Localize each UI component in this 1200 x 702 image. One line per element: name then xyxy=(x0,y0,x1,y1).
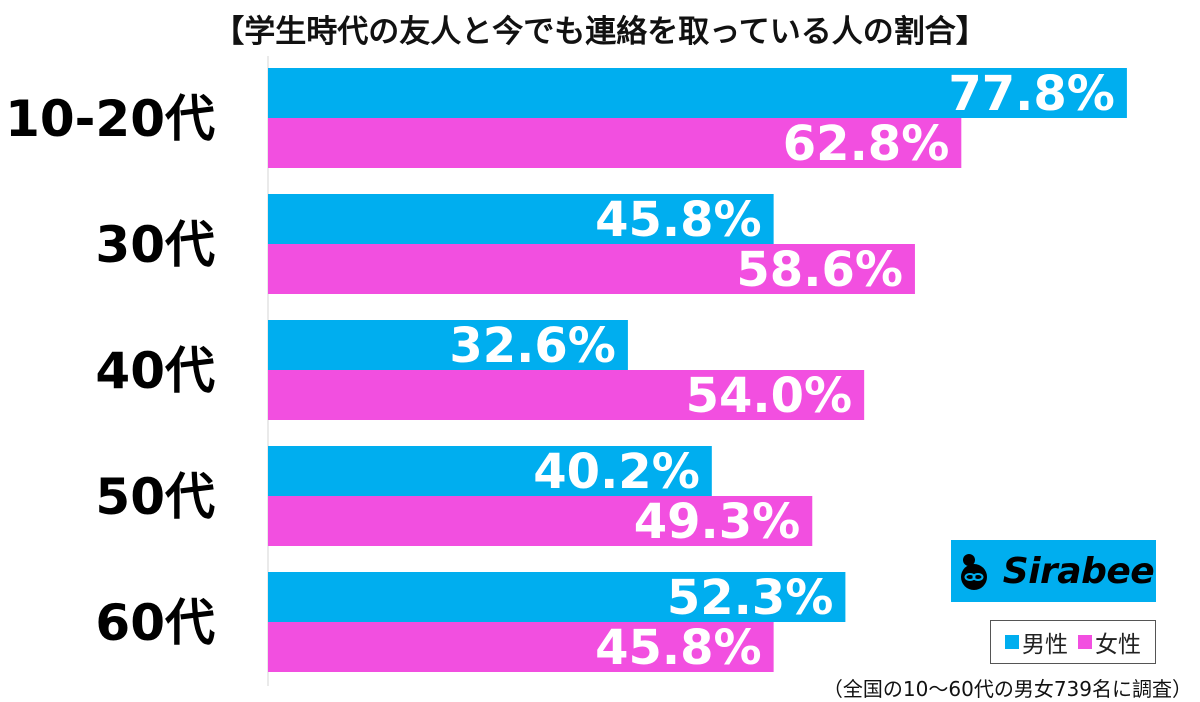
bar-female xyxy=(268,118,962,168)
sirabee-logo: Sirabee xyxy=(951,540,1156,602)
category-label: 50代 xyxy=(95,468,215,526)
legend-label-female: 女性 xyxy=(1095,632,1141,658)
value-label: 32.6% xyxy=(449,318,616,374)
sirabee-logo-text: Sirabee xyxy=(1002,550,1155,592)
bar-female xyxy=(268,496,813,546)
value-label: 52.3% xyxy=(667,570,834,626)
bar-female xyxy=(268,622,774,672)
sirabee-logo-icon xyxy=(960,554,987,590)
legend-label-male: 男性 xyxy=(1022,632,1068,658)
value-label: 54.0% xyxy=(686,368,853,424)
legend-item-male: 男性 xyxy=(1005,625,1068,659)
value-label: 49.3% xyxy=(634,494,801,550)
category-label: 10-20代 xyxy=(5,90,215,148)
bar-male xyxy=(268,320,628,370)
legend-swatch-female xyxy=(1078,635,1092,649)
bar-male xyxy=(268,68,1127,118)
chart-title: 【学生時代の友人と今でも連絡を取っている人の割合】 xyxy=(213,14,987,50)
bar-male xyxy=(268,572,846,622)
bar-female xyxy=(268,244,915,294)
bar-female xyxy=(268,370,865,420)
category-label: 60代 xyxy=(95,594,215,652)
survey-note: （全国の10〜60代の男女739名に調査） xyxy=(822,677,1192,701)
value-label: 45.8% xyxy=(595,192,762,248)
value-label: 62.8% xyxy=(783,116,950,172)
value-label: 40.2% xyxy=(533,444,700,500)
category-label: 30代 xyxy=(95,216,215,274)
legend-swatch-male xyxy=(1005,635,1019,649)
legend: 男性 女性 xyxy=(990,620,1156,664)
value-label: 77.8% xyxy=(948,66,1115,122)
category-label: 40代 xyxy=(95,342,215,400)
legend-item-female: 女性 xyxy=(1078,625,1141,659)
bar-male xyxy=(268,194,774,244)
bar-male xyxy=(268,446,712,496)
value-label: 58.6% xyxy=(736,242,903,298)
value-label: 45.8% xyxy=(595,620,762,676)
bars-group: 10-20代 77.8%62.8%30代 45.8%58.6%40代 32.6%54.… xyxy=(5,66,1127,676)
